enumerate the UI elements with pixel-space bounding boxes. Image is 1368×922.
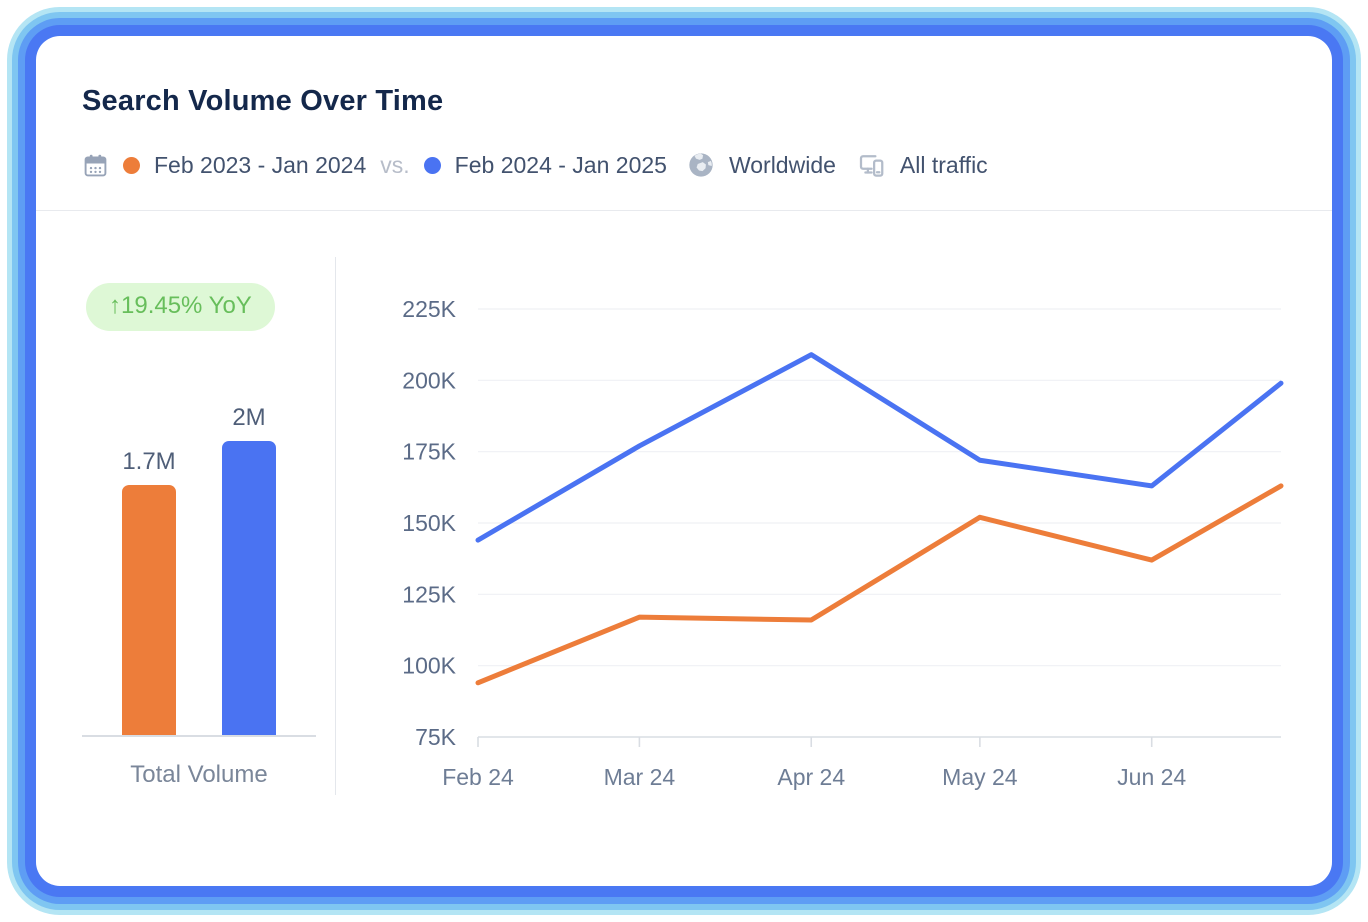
page-title: Search Volume Over Time (82, 85, 444, 117)
y-tick-label: 100K (402, 653, 456, 679)
total-volume-bar-chart: 1.7M 2M Total Volume (82, 403, 316, 789)
summary-panel: ↑19.45% YoY 1.7M 2M Total Volume (36, 211, 336, 885)
yoy-badge: ↑19.45% YoY (86, 283, 275, 331)
y-tick-label: 200K (402, 367, 456, 393)
series-line-previous (475, 483, 1284, 686)
current-period-dot (423, 156, 441, 174)
globe-icon (687, 151, 715, 179)
widget-header: Search Volume Over Time Feb 2023 - Jan 2… (36, 36, 1332, 180)
x-tick-label: Apr 24 (777, 764, 845, 790)
y-tick-label: 150K (402, 510, 456, 536)
calendar-icon[interactable] (82, 152, 109, 179)
y-tick-label: 175K (402, 439, 456, 465)
current-period-label[interactable]: Feb 2024 - Jan 2025 (454, 151, 667, 178)
y-tick-label: 125K (402, 581, 456, 607)
bar-group-current: 2M (222, 404, 276, 735)
bar-current-period (222, 441, 276, 735)
bar-value-current: 2M (232, 404, 266, 431)
region-label[interactable]: Worldwide (728, 151, 836, 178)
previous-period-dot (123, 156, 140, 174)
line-chart-panel: 225K 200K 175K 150K 125K 100K 75K Feb 24 Mar 24 A… (336, 211, 1332, 885)
previous-period-label[interactable]: Feb 2023 - Jan 2024 (154, 151, 367, 178)
x-tick-label: Feb 24 (442, 764, 514, 790)
widget-body: ↑19.45% YoY 1.7M 2M Total Volume (36, 211, 1332, 885)
bar-value-previous: 1.7M (122, 448, 176, 475)
x-tick-label: Jun 24 (1117, 764, 1186, 790)
bar-baseline (82, 735, 316, 737)
bar-previous-period (122, 485, 176, 735)
bar-group-previous: 1.7M (122, 448, 176, 735)
vs-label: vs. (380, 151, 410, 178)
y-tick-label: 225K (402, 296, 456, 322)
x-tick-label: Mar 24 (604, 764, 676, 790)
devices-icon (856, 150, 886, 180)
legend-row: Feb 2023 - Jan 2024 vs. Feb 2024 - Jan 2… (82, 150, 1286, 180)
bar-axis-label: Total Volume (130, 761, 268, 788)
x-tick-label: May 24 (942, 764, 1018, 790)
widget-card: Search Volume Over Time Feb 2023 - Jan 2… (36, 36, 1332, 886)
panel-divider (335, 257, 336, 795)
y-tick-label: 75K (415, 724, 457, 750)
header-divider (36, 210, 1332, 211)
series-line-current (475, 352, 1284, 543)
line-chart: 225K 200K 175K 150K 125K 100K 75K Feb 24 Mar 24 A… (402, 296, 1284, 790)
traffic-label[interactable]: All traffic (899, 151, 988, 178)
